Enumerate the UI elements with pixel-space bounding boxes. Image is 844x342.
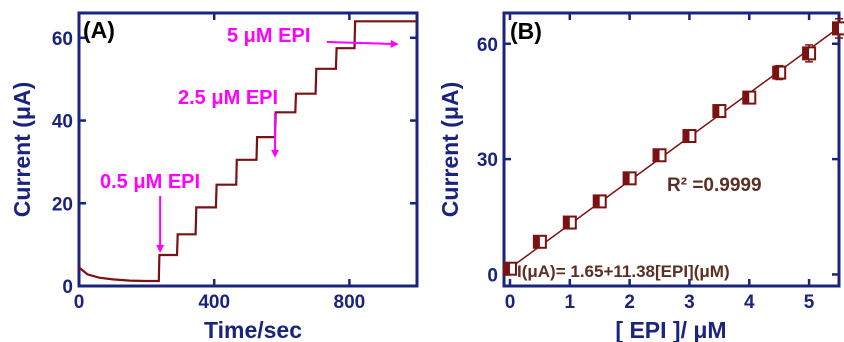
data-point (683, 130, 690, 143)
x-tick-label: 1 (565, 292, 576, 313)
panel-a-frame (77, 11, 419, 288)
x-tick-label: 2 (624, 292, 635, 313)
y-tick-label: 60 (52, 29, 73, 50)
x-tick-label: 5 (804, 292, 815, 313)
annotation-label: 2.5 μM EPI (178, 87, 278, 109)
y-tick-label: 0 (487, 265, 498, 286)
annotation-arrow (326, 39, 399, 48)
panel-a-chart: 0 400 800 0 20 40 60 0.5 μM EPI 2.5 μM EPI 5 μM … (9, 11, 419, 342)
y-tick-label: 40 (52, 112, 73, 133)
panel-a-tick-labels: 0 400 800 0 20 40 60 (52, 29, 365, 313)
x-tick-label: 4 (744, 292, 755, 313)
data-point (593, 195, 600, 208)
y-tick-label: 0 (62, 277, 73, 298)
data-point (803, 47, 810, 60)
panel-b-chart: 0 1 2 3 4 5 0 30 60 (B) R² =0.9999 I(μA)= 1.65+1… (437, 11, 844, 342)
x-tick-label: 800 (334, 292, 366, 313)
data-point (833, 22, 839, 35)
panel-b-y-axis-title: Current (μA) (437, 82, 463, 217)
data-point (503, 262, 510, 275)
y-tick-label: 20 (52, 194, 73, 215)
data-point (563, 216, 570, 229)
data-point (623, 172, 630, 185)
data-point (713, 105, 720, 118)
y-tick-label: 30 (477, 150, 498, 171)
panel-a-y-axis-title: Current (μA) (9, 82, 35, 217)
y-tick-label: 60 (477, 35, 498, 56)
panel-a-current-trace (78, 20, 417, 283)
panel-a-x-axis-title: Time/sec (204, 317, 302, 342)
panel-b-label: (B) (510, 18, 542, 44)
x-tick-label: 400 (198, 292, 230, 313)
x-tick-label: 0 (505, 292, 516, 313)
panel-a-label: (A) (83, 17, 115, 43)
data-point (743, 91, 750, 104)
annotation-label: 0.5 μM EPI (100, 171, 200, 193)
x-tick-label: 3 (684, 292, 695, 313)
data-point (533, 235, 540, 248)
panel-b-x-axis-title: [ EPI ]/ μM (615, 317, 726, 342)
panel-a-annotations: 0.5 μM EPI 2.5 μM EPI 5 μM EPI (100, 25, 399, 253)
panel-b-fit-equation: I(μA)= 1.65+11.38[EPI](μM) (517, 262, 730, 281)
panel-b-data-points (502, 18, 844, 276)
annotation-label: 5 μM EPI (227, 25, 310, 47)
panel-b-fit-line (506, 26, 840, 271)
panel-b-tick-labels: 0 1 2 3 4 5 0 30 60 (477, 35, 815, 313)
panel-b-r-squared: R² =0.9999 (667, 175, 762, 196)
panel-a-ticks (77, 13, 417, 288)
data-point (773, 66, 780, 79)
data-point (653, 149, 660, 162)
panel-b-frame (502, 11, 841, 288)
x-tick-label: 0 (74, 292, 85, 313)
